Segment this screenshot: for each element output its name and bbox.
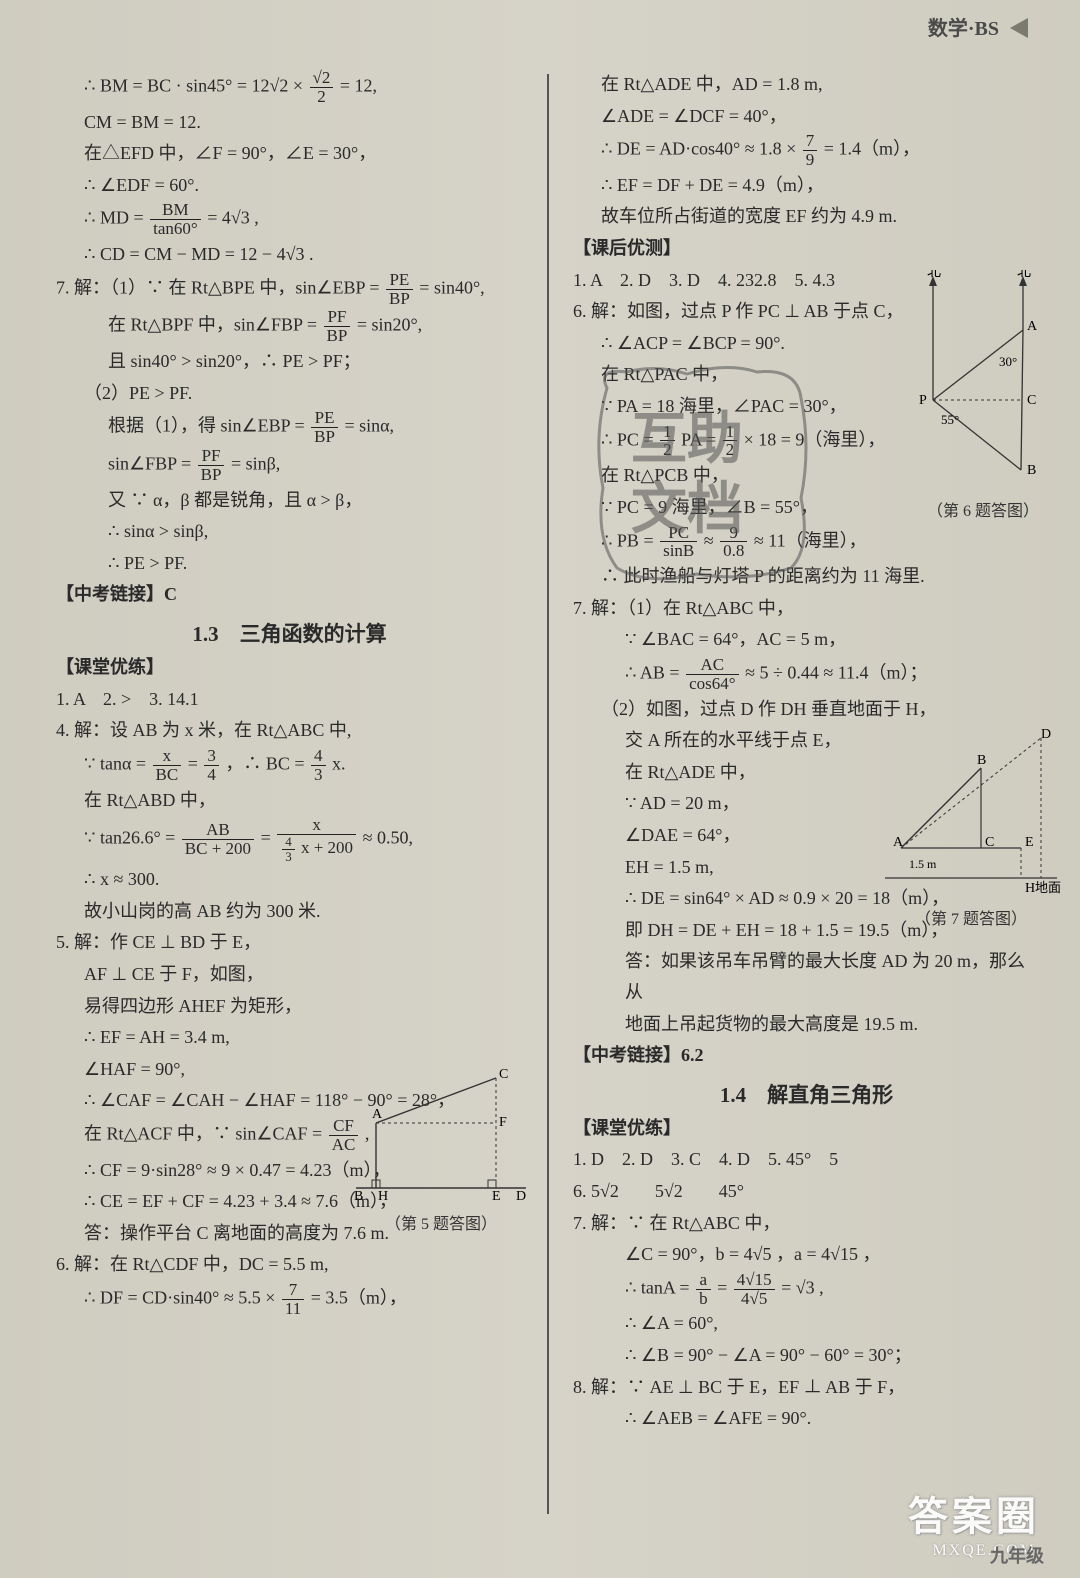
kehou-tag: 【课后优测】 xyxy=(573,233,1040,264)
text-line: 6. 解：在 Rt△CDF 中，DC = 5.5 m, xyxy=(56,1249,523,1280)
text-line: ∴ CD = CM − MD = 12 − 4√3 . xyxy=(56,239,523,270)
svg-text:北: 北 xyxy=(1017,270,1031,280)
figure-5-caption: （第 5 题答图） xyxy=(346,1210,536,1234)
text-line: ∴ ∠A = 60°, xyxy=(573,1308,1040,1339)
text-line: AF ⊥ CE 于 F，如图， xyxy=(56,959,523,990)
text-line: CM = BM = 12. xyxy=(56,107,523,138)
svg-text:C: C xyxy=(1027,393,1036,408)
text-line: 在 Rt△ADE 中，AD = 1.8 m, xyxy=(573,69,1040,100)
text-line: 在 Rt△ABD 中， xyxy=(56,785,523,816)
text-line: sin∠FBP = PFBP = sinβ, xyxy=(56,447,523,484)
svg-text:E: E xyxy=(1025,835,1034,850)
right-column: 在 Rt△ADE 中，AD = 1.8 m, ∠ADE = ∠DCF = 40°… xyxy=(573,68,1040,1548)
text-line: ∴ ∠EDF = 60°. xyxy=(56,170,523,201)
svg-text:D: D xyxy=(1041,728,1051,742)
subject-label: 数学·BS xyxy=(928,18,999,40)
text-line: ∴ PB = PCsinB ≈ 90.8 ≈ 11（海里）， xyxy=(573,524,1040,561)
svg-text:C: C xyxy=(499,1068,508,1082)
svg-text:A: A xyxy=(1027,319,1038,334)
text-line: 且 sin40° > sin20°，∴ PE > PF； xyxy=(56,346,523,377)
svg-text:H: H xyxy=(378,1189,388,1203)
svg-text:F: F xyxy=(499,1115,507,1130)
text-line: 7. 解：（1）在 Rt△ABC 中， xyxy=(573,593,1040,624)
watermark-badge: 答案圈 xyxy=(908,1484,1040,1542)
text-line: ∴ sinα > sinβ, xyxy=(56,516,523,547)
ketang-tag: 【课堂优练】 xyxy=(56,652,523,683)
figure-5: A C F B H E D （第 5 题答图） xyxy=(346,1068,536,1234)
text-line: 故小山岗的高 AB 约为 300 米. xyxy=(56,896,523,927)
left-column: ∴ BM = BC · sin45° = 12√2 × √22 = 12, CM… xyxy=(56,68,523,1548)
exam-link: 【中考链接】6.2 xyxy=(573,1040,1040,1071)
svg-text:B: B xyxy=(1027,463,1036,478)
page-header: 数学·BS xyxy=(928,12,1028,41)
text-line: 4. 解：设 AB 为 x 米，在 Rt△ABC 中, xyxy=(56,715,523,746)
text-line: 故车位所占街道的宽度 EF 约为 4.9 m. xyxy=(573,201,1040,232)
figure-6-caption: （第 6 题答图） xyxy=(903,497,1063,521)
text-line: ∵ tanα = xBC = 34 ，∴ BC = 43 x. xyxy=(56,747,523,784)
svg-text:A: A xyxy=(372,1107,383,1122)
text-line: ∵ ∠BAC = 64°，AC = 5 m， xyxy=(573,624,1040,655)
svg-text:北: 北 xyxy=(927,270,941,280)
text-line: （2）如图，过点 D 作 DH 垂直地面于 H， xyxy=(573,694,1040,725)
svg-text:D: D xyxy=(516,1189,526,1203)
text-line: ∵ tan26.6° = ABBC + 200 = x43 x + 200 ≈ … xyxy=(56,816,523,863)
text-line: ∴ ∠AEB = ∠AFE = 90°. xyxy=(573,1403,1040,1434)
text-line: ∴ tanA = ab = 4√154√5 = √3 , xyxy=(573,1271,1040,1308)
svg-text:55°: 55° xyxy=(941,412,959,427)
two-column-layout: ∴ BM = BC · sin45° = 12√2 × √22 = 12, CM… xyxy=(56,68,1040,1548)
ketang-tag: 【课堂优练】 xyxy=(573,1113,1040,1144)
text-line: 8. 解：∵ AE ⊥ BC 于 E，EF ⊥ AB 于 F， xyxy=(573,1372,1040,1403)
answer-row: 1. A 2. > 3. 14.1 xyxy=(56,684,523,715)
svg-text:B: B xyxy=(354,1189,363,1203)
text-line: ∴ PE > PF. xyxy=(56,548,523,579)
text-line: 答：如果该吊车吊臂的最大长度 AD 为 20 m，那么从 xyxy=(573,946,1040,1007)
column-divider xyxy=(547,74,549,1514)
svg-text:地面: 地面 xyxy=(1035,880,1061,895)
svg-text:30°: 30° xyxy=(999,354,1017,369)
svg-text:P: P xyxy=(919,393,927,408)
text-line: ∴ ∠B = 90° − ∠A = 90° − 60° = 30°； xyxy=(573,1340,1040,1371)
text-line: ∴ DF = CD·sin40° ≈ 5.5 × 711 = 3.5（m）， xyxy=(56,1281,523,1318)
text-line: （2）PE > PF. xyxy=(56,378,523,409)
text-line: 根据（1），得 sin∠EBP = PEBP = sinα, xyxy=(56,409,523,446)
text-line: 7. 解：（1）∵ 在 Rt△BPE 中，sin∠EBP = PEBP = si… xyxy=(56,271,523,308)
text-line: ∴ EF = DF + DE = 4.9（m）， xyxy=(573,170,1040,201)
text-line: ∴ EF = AH = 3.4 m, xyxy=(56,1022,523,1053)
section-title-13: 1.3 三角函数的计算 xyxy=(56,618,523,648)
svg-text:A: A xyxy=(893,835,904,850)
figure-7-caption: （第 7 题答图） xyxy=(881,905,1061,929)
page-footer: 九年级 xyxy=(990,1542,1044,1568)
exam-link: 【中考链接】C xyxy=(56,579,523,610)
text-line: ∴ BM = BC · sin45° = 12√2 × √22 = 12, xyxy=(56,69,523,106)
text-line: 又 ∵ α，β 都是锐角，且 α > β， xyxy=(56,485,523,516)
answer-row: 1. D 2. D 3. C 4. D 5. 45° 5 xyxy=(573,1144,1040,1175)
answer-row: 6. 5√2 5√2 45° xyxy=(573,1176,1040,1207)
text-line: ∠ADE = ∠DCF = 40°， xyxy=(573,101,1040,132)
text-line: 地面上吊起货物的最大高度是 19.5 m. xyxy=(573,1009,1040,1040)
text-line: 易得四边形 AHEF 为矩形， xyxy=(56,991,523,1022)
svg-text:H: H xyxy=(1025,881,1035,896)
text-line: ∴ DE = AD·cos40° ≈ 1.8 × 79 = 1.4（m）， xyxy=(573,132,1040,169)
text-line: ∴ x ≈ 300. xyxy=(56,864,523,895)
text-line: ∴ 此时渔船与灯塔 P 的距离约为 11 海里. xyxy=(573,561,1040,592)
text-line: 5. 解：作 CE ⊥ BD 于 E， xyxy=(56,927,523,958)
figure-6: 北 北 A C B P 30° 55° （第 6 题答图） xyxy=(903,270,1063,521)
figure-7: A B D C E H 1.5 m 地面 （第 7 题答图） xyxy=(881,728,1061,929)
section-title-14: 1.4 解直角三角形 xyxy=(573,1079,1040,1109)
text-line: 在△EFD 中，∠F = 90°，∠E = 30°， xyxy=(56,138,523,169)
text-line: 7. 解：∵ 在 Rt△ABC 中， xyxy=(573,1208,1040,1239)
text-line: ∴ MD = BMtan60° = 4√3 , xyxy=(56,201,523,238)
text-line: ∴ AB = ACcos64° ≈ 5 ÷ 0.44 ≈ 11.4（m）； xyxy=(573,656,1040,693)
svg-text:E: E xyxy=(492,1189,501,1203)
svg-text:1.5 m: 1.5 m xyxy=(909,857,937,871)
text-line: 在 Rt△BPF 中，sin∠FBP = PFBP = sin20°, xyxy=(56,308,523,345)
svg-text:C: C xyxy=(985,835,994,850)
svg-text:B: B xyxy=(977,753,986,768)
text-line: ∠C = 90°，b = 4√5 ，a = 4√15 ， xyxy=(573,1239,1040,1270)
header-arrow-icon xyxy=(1010,18,1028,38)
